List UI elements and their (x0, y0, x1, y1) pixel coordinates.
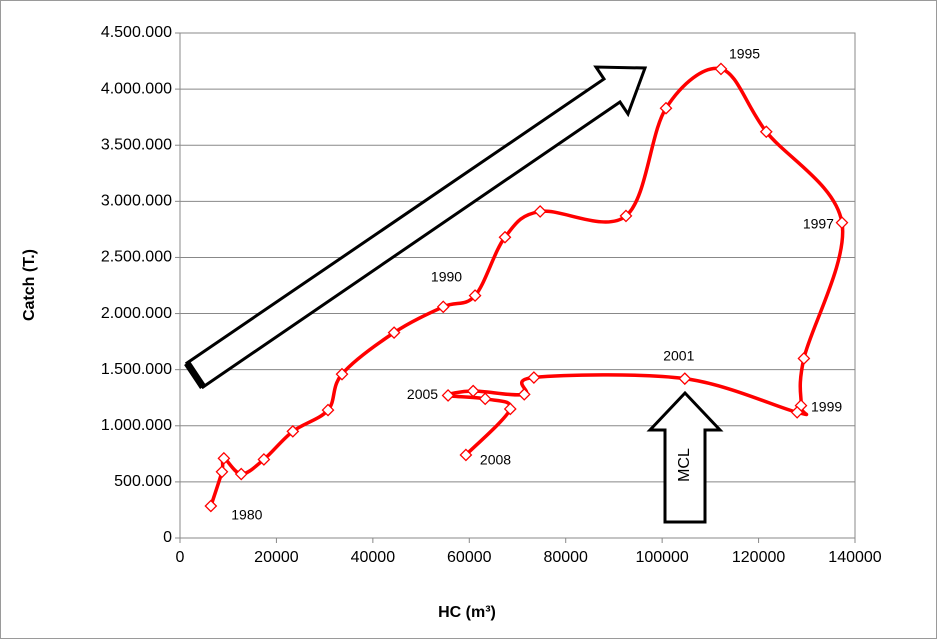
point-marker (517, 387, 531, 401)
point-marker (436, 300, 450, 314)
x-tick-label: 140000 (828, 549, 881, 566)
point-marker (234, 467, 248, 481)
point-marker (217, 451, 231, 465)
point-marker (468, 289, 482, 303)
point-label: 1980 (231, 507, 262, 523)
point-marker (286, 424, 300, 438)
point-marker (659, 101, 673, 115)
point-marker (790, 405, 804, 419)
point-label: 2008 (480, 452, 511, 468)
point-marker (498, 230, 512, 244)
point-marker (215, 465, 229, 479)
point-label: 1997 (803, 215, 834, 231)
point-marker (835, 216, 849, 230)
x-tick-label: 20000 (254, 549, 299, 566)
mcl-arrow (646, 390, 724, 524)
y-tick-label: 3.500.000 (101, 136, 172, 153)
point-marker (321, 403, 335, 417)
point-marker (797, 352, 811, 365)
y-tick-label: 2.000.000 (101, 305, 172, 322)
y-axis-title: Catch (T.) (21, 249, 38, 321)
y-tick-label: 1.500.000 (101, 361, 172, 378)
arrow-tail (184, 361, 206, 389)
plot-border (179, 32, 856, 539)
x-axis-title: HC (m³) (438, 604, 496, 621)
point-marker (714, 62, 728, 76)
point-label: 2001 (663, 347, 694, 363)
trend-arrow (184, 65, 648, 390)
point-marker (533, 205, 547, 218)
point-marker (459, 448, 473, 462)
point-marker (257, 453, 271, 466)
point-label: 2005 (407, 386, 438, 402)
point-marker (619, 209, 633, 223)
mcl-label: MCL (676, 448, 693, 482)
y-tick-label: 3.000.000 (101, 193, 172, 210)
point-marker (335, 367, 349, 381)
point-label: 1990 (431, 268, 462, 284)
point-marker (478, 392, 492, 406)
x-tick-label: 60000 (447, 549, 492, 566)
point-marker (527, 371, 541, 384)
y-tick-label: 2.500.000 (101, 249, 172, 266)
point-marker (503, 402, 517, 416)
y-tick-label: 0 (163, 529, 172, 546)
y-tick-label: 4.000.000 (101, 80, 172, 97)
point-marker (204, 499, 218, 513)
y-tick-label: 4.500.000 (101, 24, 172, 41)
point-marker (759, 125, 773, 139)
point-marker (466, 384, 480, 398)
point-marker (441, 389, 455, 402)
point-label: 1999 (811, 398, 842, 414)
x-tick-label: 0 (176, 549, 185, 566)
x-tick-label: 40000 (351, 549, 396, 566)
point-marker (678, 372, 692, 386)
point-marker (387, 326, 401, 340)
y-tick-label: 500.000 (114, 473, 172, 490)
y-tick-label: 1.000.000 (101, 417, 172, 434)
x-tick-label: 100000 (635, 549, 688, 566)
x-tick-label: 80000 (543, 549, 588, 566)
point-label: 1995 (729, 46, 760, 62)
x-tick-label: 120000 (732, 549, 785, 566)
